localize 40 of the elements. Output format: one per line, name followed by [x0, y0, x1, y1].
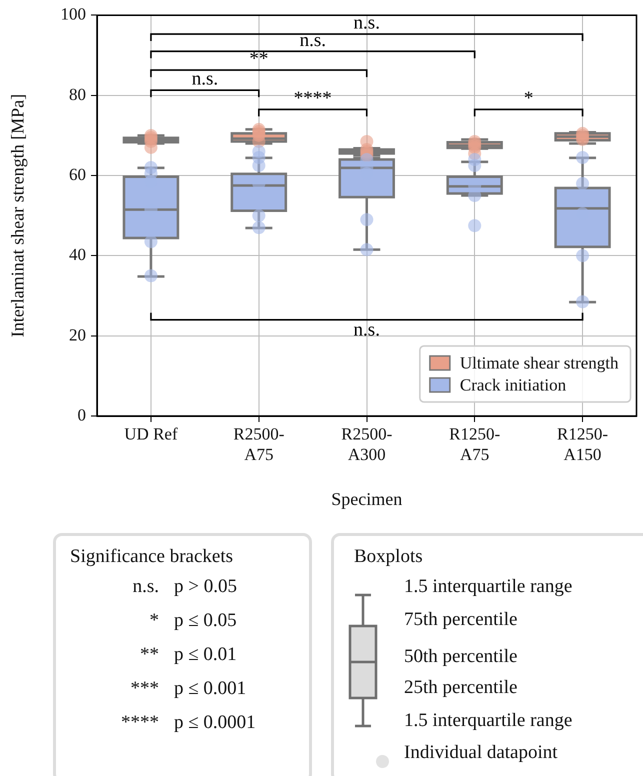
annotation: ****: [294, 88, 332, 109]
text: p > 0.05: [174, 576, 237, 598]
text: 25th percentile: [404, 677, 518, 699]
text: 50th percentile: [404, 646, 518, 668]
x-tick-label: R2500-A75: [233, 424, 285, 464]
y-axis-title: Interlaminat shear strength [MPa]: [8, 94, 28, 338]
legend-label: Ultimate shear strength: [460, 353, 619, 372]
text: Boxplots: [354, 546, 423, 568]
annotation: n.s.: [354, 319, 380, 340]
text: p ≤ 0.01: [174, 644, 237, 666]
x-axis-title: Specimen: [331, 488, 402, 509]
x-tick-label: R1250-A75: [449, 424, 500, 464]
text: ***: [130, 678, 159, 700]
legend-label: Crack initiation: [460, 375, 567, 394]
annotation: n.s.: [192, 68, 218, 90]
x-tick-label: R1250-A150: [557, 424, 608, 464]
annotation: **: [249, 48, 268, 70]
y-tick-label: 100: [60, 4, 86, 24]
text: ****: [121, 712, 159, 734]
y-tick-label: 80: [69, 84, 86, 104]
y-tick-label: 40: [69, 245, 86, 264]
text: Significance brackets: [70, 546, 234, 568]
y-tick-label: 0: [78, 405, 86, 424]
text: *: [150, 610, 159, 632]
y-tick-label: 20: [69, 325, 86, 344]
annotation: *: [524, 88, 534, 109]
x-tick-label: UD Ref: [124, 424, 178, 444]
x-tick-label: R2500-A300: [341, 424, 393, 464]
text: n.s.: [132, 576, 159, 598]
text: **: [140, 644, 159, 666]
annotation: n.s.: [300, 30, 326, 51]
text: 75th percentile: [404, 609, 518, 631]
y-tick-label: 60: [69, 164, 86, 184]
text: 1.5 interquartile range: [404, 576, 572, 598]
text: Individual datapoint: [404, 742, 558, 764]
text: p ≤ 0.05: [174, 610, 237, 632]
text: p ≤ 0.0001: [174, 712, 256, 734]
annotation: n.s.: [354, 12, 380, 34]
text: 1.5 interquartile range: [404, 710, 572, 732]
text: p ≤ 0.001: [174, 678, 246, 700]
